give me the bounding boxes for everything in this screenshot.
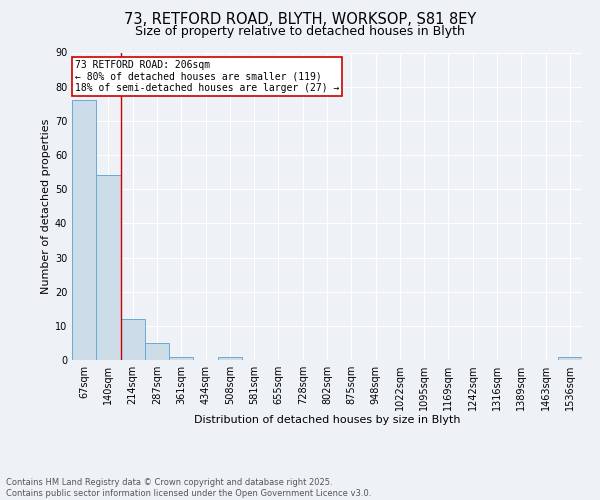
Y-axis label: Number of detached properties: Number of detached properties [41,118,50,294]
X-axis label: Distribution of detached houses by size in Blyth: Distribution of detached houses by size … [194,414,460,424]
Text: 73 RETFORD ROAD: 206sqm
← 80% of detached houses are smaller (119)
18% of semi-d: 73 RETFORD ROAD: 206sqm ← 80% of detache… [74,60,339,94]
Bar [218,356,242,360]
Bar [169,356,193,360]
Bar [121,319,145,360]
Text: 73, RETFORD ROAD, BLYTH, WORKSOP, S81 8EY: 73, RETFORD ROAD, BLYTH, WORKSOP, S81 8E… [124,12,476,28]
Text: Contains HM Land Registry data © Crown copyright and database right 2025.
Contai: Contains HM Land Registry data © Crown c… [6,478,371,498]
Bar [96,176,121,360]
Bar [72,100,96,360]
Text: Size of property relative to detached houses in Blyth: Size of property relative to detached ho… [135,25,465,38]
Bar [145,343,169,360]
Bar [558,356,582,360]
